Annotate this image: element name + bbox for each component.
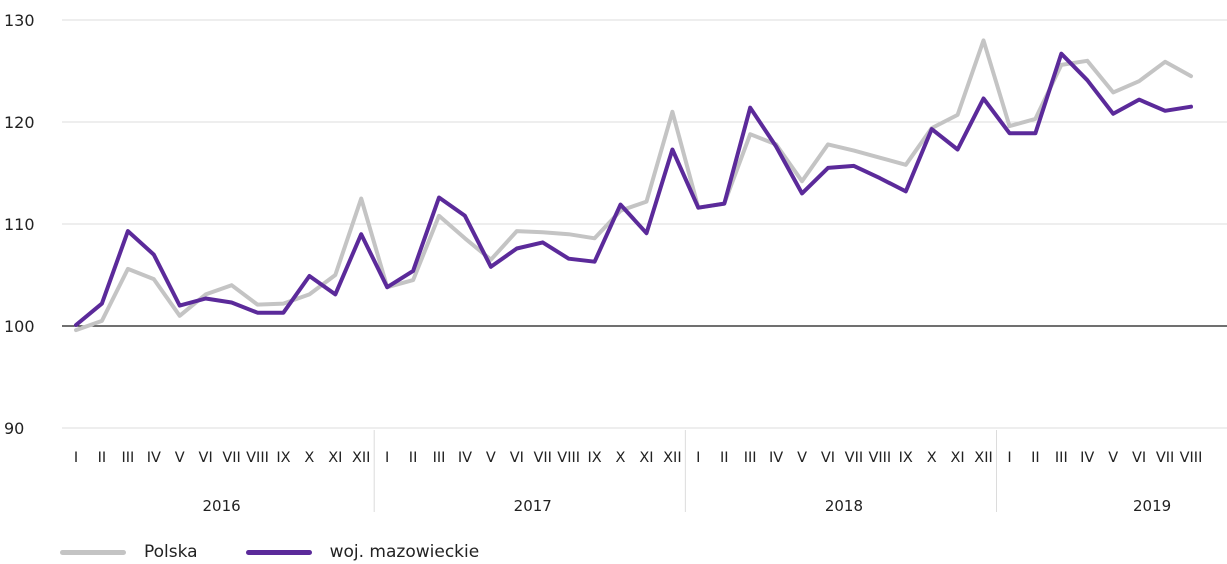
x-tick-label: XII (663, 450, 682, 466)
x-tick-label: X (304, 450, 314, 466)
legend: Polska woj. mazowieckie (60, 540, 527, 564)
x-tick-label: VII (1156, 450, 1174, 466)
y-tick-labels: 90 100 110 120 130 (4, 11, 35, 438)
legend-label-polska: Polska (144, 542, 198, 562)
x-tick-label: VIII (246, 450, 269, 466)
year-label: 2019 (1133, 497, 1171, 515)
series-lines (74, 38, 1193, 333)
x-tick-label: VI (1132, 450, 1146, 466)
x-tick-label: VI (199, 450, 213, 466)
x-tick-label: II (1031, 450, 1040, 466)
y-gridlines (62, 19, 1227, 429)
x-tick-label: III (1055, 450, 1068, 466)
x-tick-label: III (433, 450, 446, 466)
x-tick-label: VI (510, 450, 524, 466)
x-tick-label: VI (821, 450, 835, 466)
x-tick-label: V (486, 450, 496, 466)
x-tick-label: II (409, 450, 418, 466)
x-tick-label: IV (769, 450, 783, 466)
x-tick-label: V (797, 450, 807, 466)
x-tick-label: XI (328, 450, 342, 466)
year-label: 2017 (514, 497, 552, 515)
x-tick-label: XII (974, 450, 993, 466)
y-tick-label: 110 (4, 215, 35, 234)
legend-swatch-mazowieckie (245, 549, 312, 555)
x-tick-label: III (121, 450, 134, 466)
x-tick-label: VII (845, 450, 863, 466)
legend-item-mazowieckie: woj. mazowieckie (245, 542, 480, 562)
series-line-polska (74, 38, 1193, 333)
y-tick-label: 90 (4, 419, 24, 438)
x-tick-label: II (98, 450, 107, 466)
y-tick-label: 120 (4, 113, 35, 132)
x-tick-label: VIII (557, 450, 580, 466)
y-tick-label: 130 (4, 11, 35, 30)
year-label: 2016 (203, 497, 241, 515)
x-tick-label: X (616, 450, 626, 466)
x-tick-label: I (385, 450, 389, 466)
series-line-mazowieckie (74, 51, 1193, 327)
x-tick-label: IX (276, 450, 290, 466)
y-tick-label: 100 (4, 317, 35, 336)
x-tick-label: IX (587, 450, 601, 466)
x-tick-label: VIII (868, 450, 891, 466)
x-tick-label: IV (1080, 450, 1094, 466)
legend-label-mazowieckie: woj. mazowieckie (329, 542, 480, 562)
x-tick-label: VIII (1180, 450, 1203, 466)
x-tick-label: III (744, 450, 757, 466)
x-tick-label: V (175, 450, 185, 466)
x-tick-label: V (1108, 450, 1118, 466)
legend-item-polska: Polska (60, 542, 198, 562)
x-tick-label: XI (951, 450, 965, 466)
x-tick-label: IX (899, 450, 913, 466)
year-label: 2018 (825, 497, 863, 515)
x-tick-label: IV (147, 450, 161, 466)
x-tick-label: II (720, 450, 729, 466)
x-tick-label: XII (352, 450, 371, 466)
x-tick-label: VII (533, 450, 551, 466)
x-tick-label: I (1007, 450, 1011, 466)
x-tick-label: I (74, 450, 78, 466)
x-tick-label: XI (639, 450, 653, 466)
x-tick-label: X (927, 450, 937, 466)
x-tick-label: VII (222, 450, 240, 466)
x-tick-label: IV (458, 450, 472, 466)
x-tick-label: I (696, 450, 700, 466)
legend-swatch-polska (60, 549, 126, 555)
